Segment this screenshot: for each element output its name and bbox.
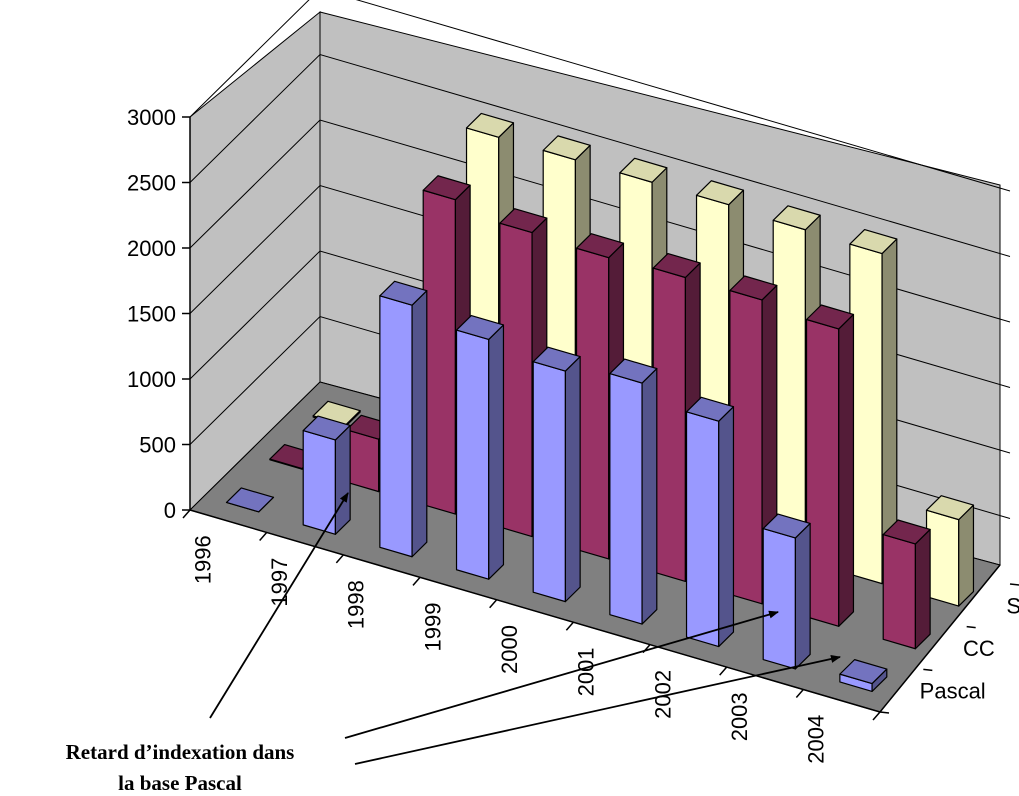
- x-tick-mark: [489, 599, 498, 609]
- gridline: [189, 0, 1011, 192]
- depth-axis-line: [879, 564, 1001, 713]
- bar-pascal-1999: [455, 314, 505, 580]
- bar-pascal-1997: [302, 415, 351, 535]
- x-tick-mark: [795, 689, 804, 699]
- x-tick-label: 1996: [190, 535, 215, 584]
- bar-pascal-2000: [532, 346, 581, 603]
- x-tick-label: 1999: [420, 603, 445, 652]
- series-labels: Pascal CC Sci: [879, 583, 1019, 714]
- bar-sci-2004: [925, 495, 975, 607]
- bar-cc-2003: [805, 304, 855, 627]
- x-tick-mark: [719, 666, 728, 676]
- bar-pascal-1996: [225, 487, 275, 513]
- gridline: [189, 53, 1011, 257]
- x-tick-mark: [182, 509, 191, 519]
- x-ticks: 1996 1997 1998 1999 2000 2001 2002 2003 2004: [182, 509, 881, 764]
- y-tick-label: 0: [164, 498, 176, 523]
- x-tick-mark: [335, 554, 344, 564]
- annotation-arrow-1997: [209, 492, 349, 719]
- bars: [225, 112, 975, 693]
- annotation: Retard d’indexation dans la base Pascal: [66, 492, 841, 795]
- x-tick-mark: [565, 621, 574, 631]
- x-tick-label: 2000: [497, 625, 522, 674]
- bar-sci-2003: [849, 228, 898, 585]
- series-label: Sci: [1006, 593, 1019, 618]
- y-tick-label: 2500: [127, 171, 176, 196]
- x-tick-mark: [259, 531, 268, 541]
- y-ticks: 0 500 1000 1500 2000 2500 3000: [127, 105, 190, 523]
- depth-tick-mark: [923, 668, 933, 672]
- x-tick-label: 2001: [574, 647, 599, 696]
- y-tick-label: 2000: [127, 236, 176, 261]
- x-tick-label: 1998: [344, 580, 369, 629]
- annotation-line-2: la base Pascal: [118, 771, 242, 795]
- series-label: Pascal: [920, 679, 986, 704]
- x-tick-label: 1997: [267, 558, 292, 607]
- y-tick-label: 1000: [127, 367, 176, 392]
- series-label: CC: [963, 636, 995, 661]
- depth-tick-mark: [1009, 583, 1019, 586]
- y-tick-label: 3000: [127, 105, 176, 130]
- bar-pascal-2004: [839, 659, 888, 693]
- x-tick-mark: [872, 711, 881, 721]
- depth-tick-mark: [879, 711, 890, 714]
- bar-pascal-2003: [762, 513, 811, 670]
- bar-pascal-2001: [609, 358, 658, 625]
- x-tick-label: 2003: [727, 692, 752, 741]
- x-tick-label: 2004: [804, 715, 829, 764]
- annotation-arrow-2003: [344, 610, 779, 739]
- y-tick-label: 500: [139, 433, 176, 458]
- x-axis-line: [189, 509, 881, 713]
- y-tick-label: 1500: [127, 302, 176, 327]
- bar-pascal-1998: [379, 280, 428, 558]
- annotation-arrow-2004: [354, 655, 841, 765]
- bar-cc-2004: [882, 519, 931, 650]
- depth-tick-mark: [966, 625, 976, 629]
- x-tick-mark: [412, 576, 421, 586]
- annotation-line-1: Retard d’indexation dans: [66, 740, 295, 764]
- bar-pascal-2002: [685, 396, 735, 648]
